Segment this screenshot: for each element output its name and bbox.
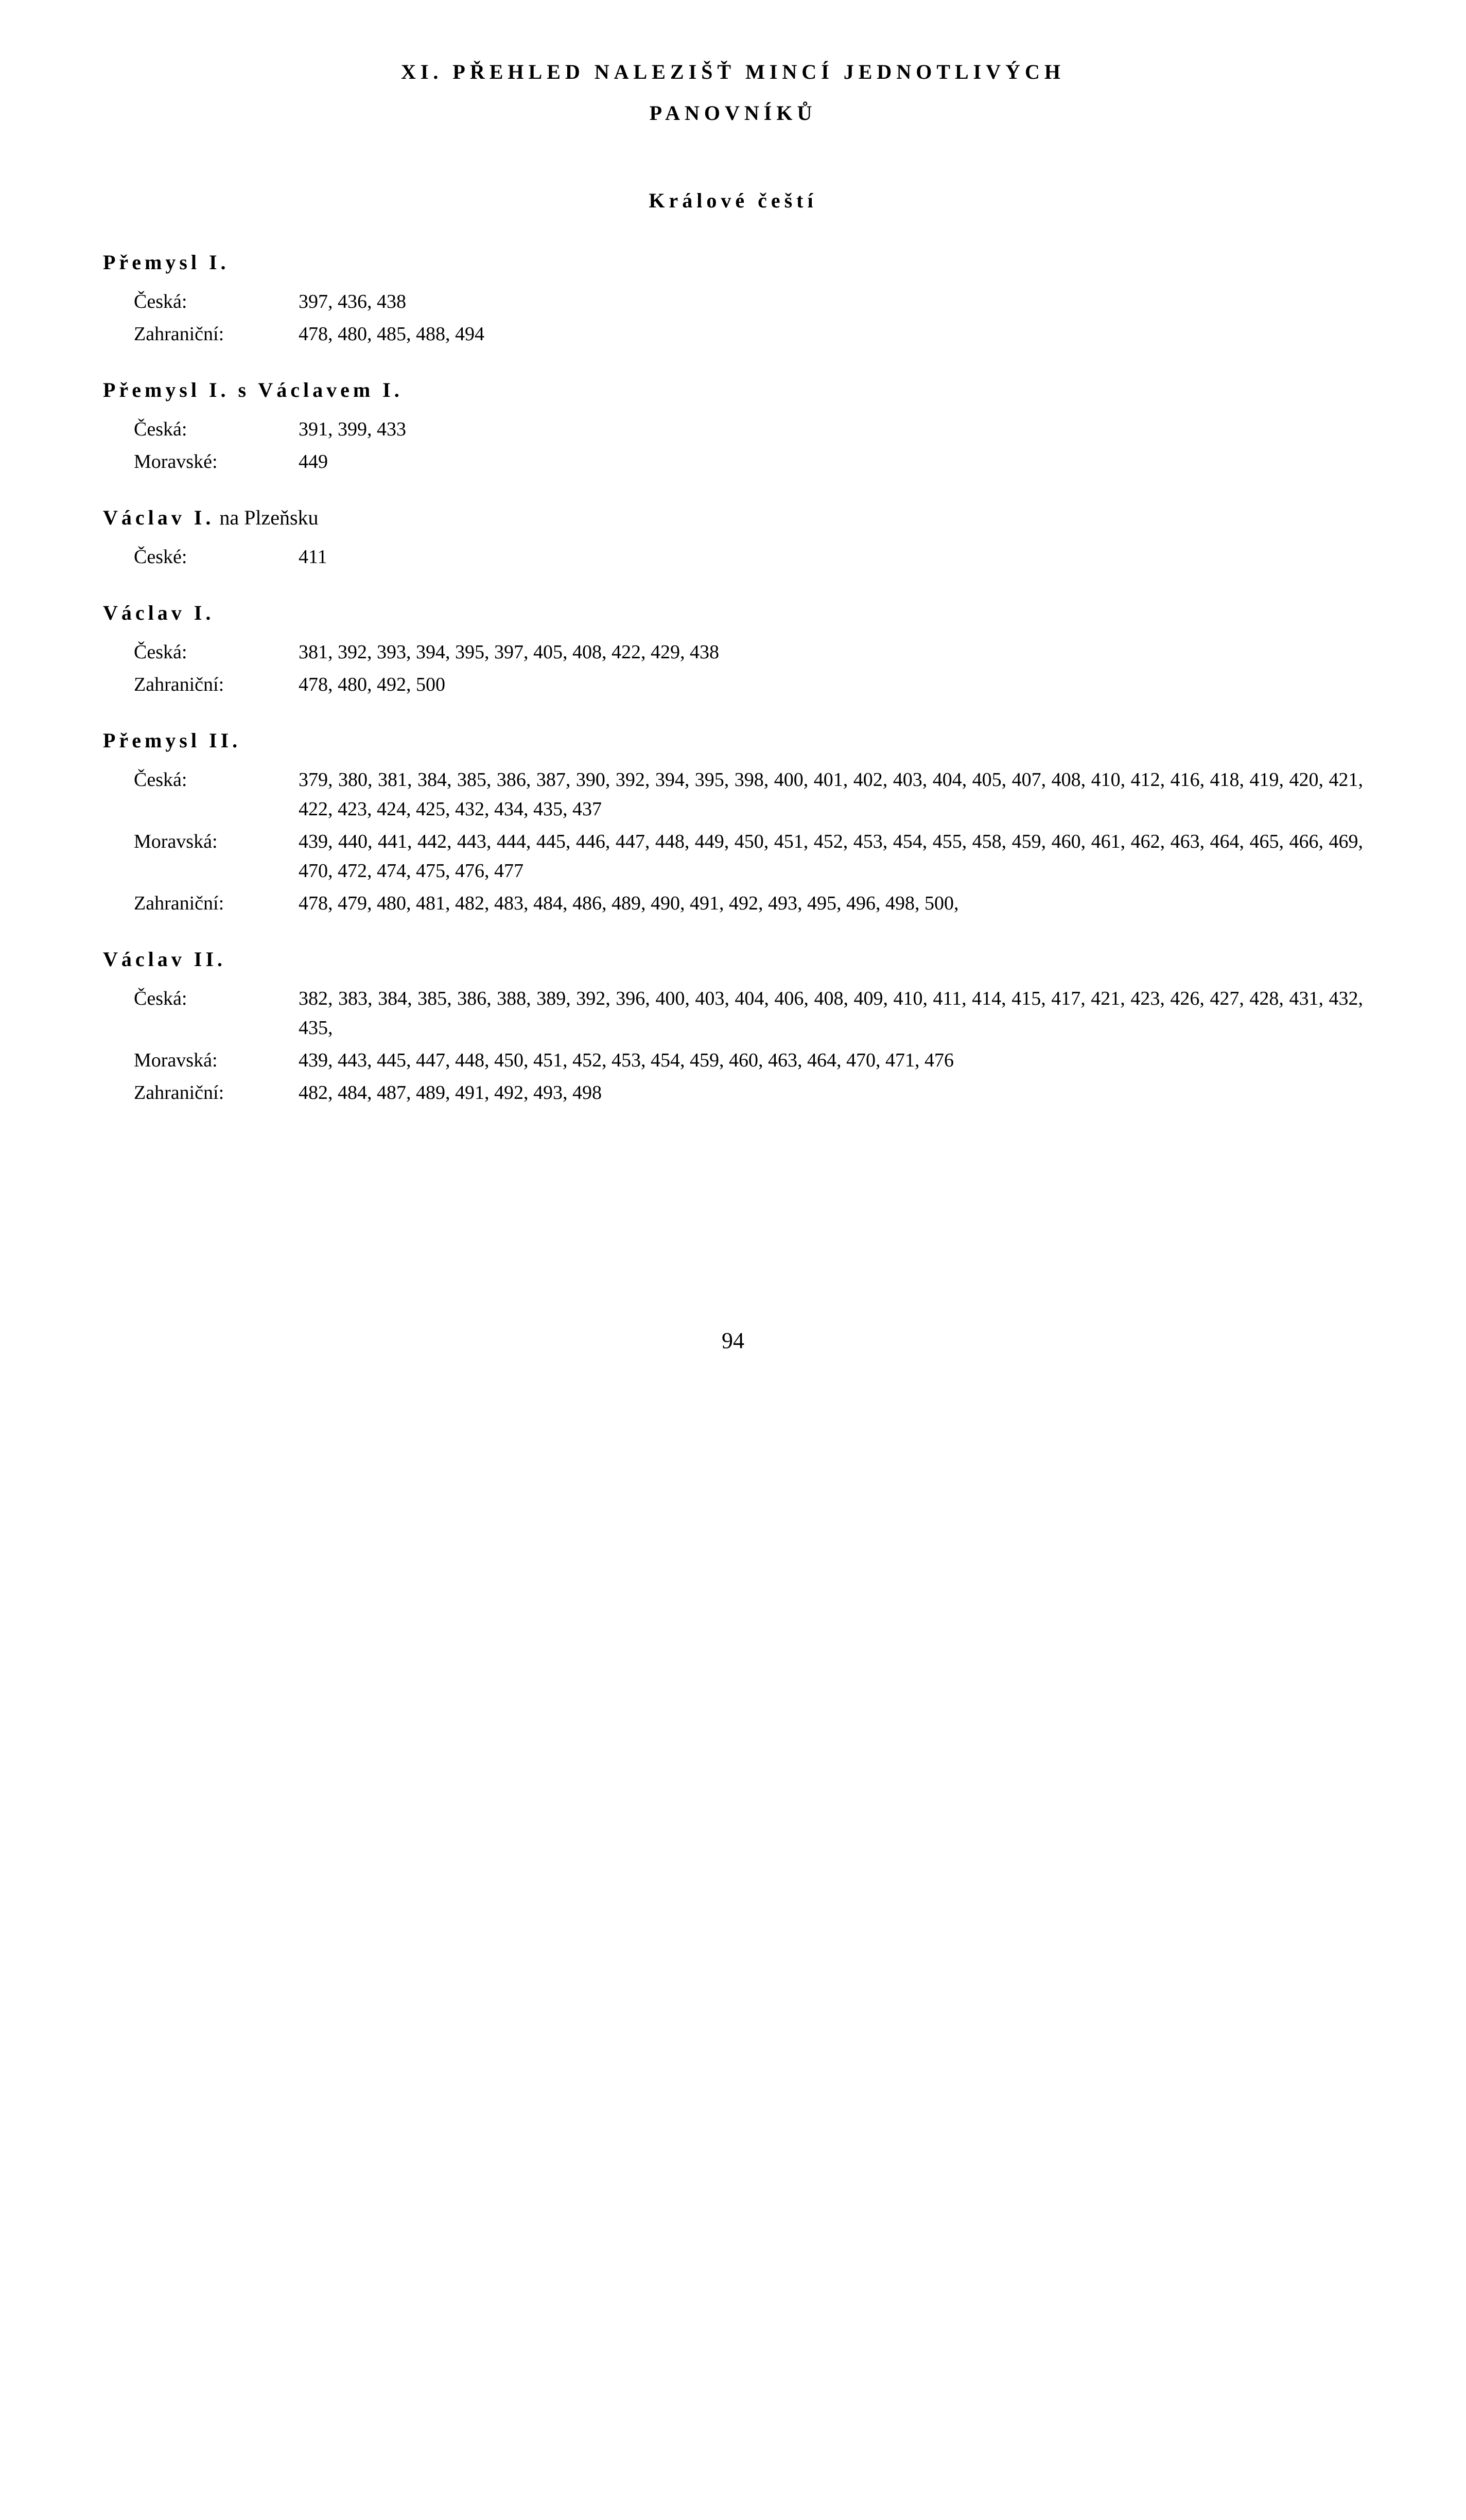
entry-label: Česká: <box>134 415 299 444</box>
entry-values: 391, 399, 433 <box>299 415 1363 444</box>
entry-label: Zahraniční: <box>134 889 299 918</box>
ruler-name: Přemysl I. <box>103 251 230 274</box>
entry-row: Česká:382, 383, 384, 385, 386, 388, 389,… <box>103 984 1363 1043</box>
entry-row: Moravské:449 <box>103 447 1363 477</box>
ruler-name: Václav II. <box>103 948 226 971</box>
ruler-heading: Václav I. <box>103 598 1363 628</box>
ruler-heading: Přemysl I. <box>103 247 1363 278</box>
entry-label: Česká: <box>134 765 299 795</box>
entry-label: Česká: <box>134 287 299 317</box>
entry-row: České:411 <box>103 542 1363 572</box>
entry-values: 478, 480, 492, 500 <box>299 670 1363 699</box>
ruler-suffix: na Plzeňsku <box>214 506 318 529</box>
rulers-container: Přemysl I.Česká:397, 436, 438Zahraniční:… <box>103 247 1363 1108</box>
entry-label: Moravská: <box>134 827 299 856</box>
entry-values: 482, 484, 487, 489, 491, 492, 493, 498 <box>299 1078 1363 1108</box>
entry-row: Česká:391, 399, 433 <box>103 415 1363 444</box>
ruler-heading: Přemysl I. s Václavem I. <box>103 375 1363 406</box>
ruler-name: Václav I. <box>103 506 214 529</box>
ruler-heading: Václav I. na Plzeňsku <box>103 502 1363 533</box>
entry-values: 397, 436, 438 <box>299 287 1363 317</box>
entry-label: Zahraniční: <box>134 1078 299 1108</box>
entry-row: Česká:379, 380, 381, 384, 385, 386, 387,… <box>103 765 1363 824</box>
entry-values: 439, 440, 441, 442, 443, 444, 445, 446, … <box>299 827 1363 886</box>
entry-row: Zahraniční:482, 484, 487, 489, 491, 492,… <box>103 1078 1363 1108</box>
entry-row: Moravská:439, 440, 441, 442, 443, 444, 4… <box>103 827 1363 886</box>
entry-values: 411 <box>299 542 1363 572</box>
ruler-heading: Václav II. <box>103 944 1363 975</box>
entry-values: 478, 480, 485, 488, 494 <box>299 320 1363 349</box>
entry-values: 382, 383, 384, 385, 386, 388, 389, 392, … <box>299 984 1363 1043</box>
entry-label: Česká: <box>134 638 299 667</box>
entry-values: 439, 443, 445, 447, 448, 450, 451, 452, … <box>299 1046 1363 1075</box>
page-number: 94 <box>103 1324 1363 1358</box>
chapter-subtitle: PANOVNÍKŮ <box>103 98 1363 129</box>
ruler-name: Přemysl I. s Václavem I. <box>103 378 403 401</box>
entry-label: Zahraniční: <box>134 670 299 699</box>
entry-row: Zahraniční:478, 480, 485, 488, 494 <box>103 320 1363 349</box>
entry-row: Česká:381, 392, 393, 394, 395, 397, 405,… <box>103 638 1363 667</box>
entry-label: Česká: <box>134 984 299 1013</box>
entry-values: 379, 380, 381, 384, 385, 386, 387, 390, … <box>299 765 1363 824</box>
section-title: Králové čeští <box>103 185 1363 216</box>
ruler-name: Přemysl II. <box>103 729 241 752</box>
entry-values: 449 <box>299 447 1363 477</box>
entry-label: Zahraniční: <box>134 320 299 349</box>
entry-label: Moravské: <box>134 447 299 477</box>
entry-row: Zahraniční:478, 480, 492, 500 <box>103 670 1363 699</box>
entry-label: České: <box>134 542 299 572</box>
entry-values: 381, 392, 393, 394, 395, 397, 405, 408, … <box>299 638 1363 667</box>
entry-row: Zahraniční:478, 479, 480, 481, 482, 483,… <box>103 889 1363 918</box>
entry-row: Česká:397, 436, 438 <box>103 287 1363 317</box>
entry-values: 478, 479, 480, 481, 482, 483, 484, 486, … <box>299 889 1363 918</box>
chapter-title: XI. PŘEHLED NALEZIŠŤ MINCÍ JEDNOTLIVÝCH <box>103 57 1363 87</box>
entry-row: Moravská:439, 443, 445, 447, 448, 450, 4… <box>103 1046 1363 1075</box>
entry-label: Moravská: <box>134 1046 299 1075</box>
ruler-heading: Přemysl II. <box>103 725 1363 756</box>
ruler-name: Václav I. <box>103 601 214 624</box>
